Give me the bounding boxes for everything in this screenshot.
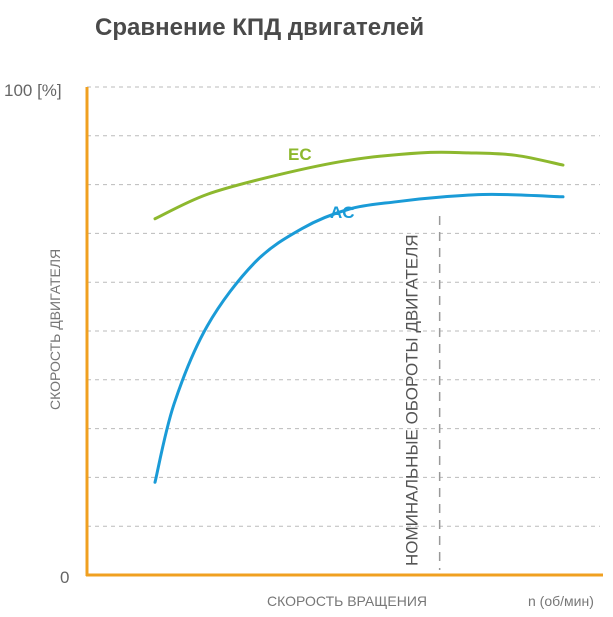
grid-lines [87, 86, 600, 527]
series-label-ec: EC [288, 145, 312, 164]
series-layer: EC AC [153, 145, 565, 484]
nominal-speed-annotation: НОМИНАЛЬНЫЕ ОБОРОТЫ ДВИГАТЕЛЯ [403, 234, 422, 566]
page-title: Сравнение КПД двигателей [95, 14, 425, 41]
y-axis-title: СКОРОСТЬ ДВИГАТЕЛЯ [47, 249, 63, 410]
x-axis-title: СКОРОСТЬ ВРАЩЕНИЯ [267, 593, 427, 609]
series-line-ac [153, 192, 565, 484]
x-axis-unit: n (об/мин) [528, 593, 594, 609]
y-tick-label-min: 0 [60, 568, 69, 587]
series-line-ec [153, 150, 565, 221]
series-label-ac: AC [330, 203, 355, 222]
y-tick-label-max: 100 [%] [4, 81, 62, 100]
